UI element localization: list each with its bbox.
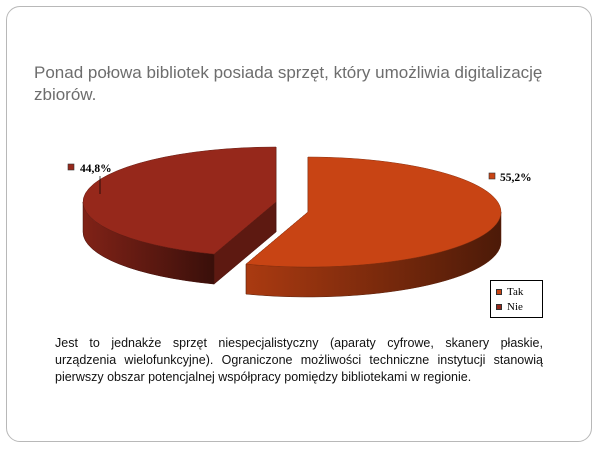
pie-slice-nie xyxy=(82,146,277,285)
legend-label-nie: Nie xyxy=(507,300,523,313)
legend-swatch-tak xyxy=(496,288,502,295)
data-label-swatch-nie xyxy=(67,163,75,171)
legend-label-tak: Tak xyxy=(507,285,524,298)
chart-legend: Tak Nie xyxy=(490,280,543,318)
pie-slice-tak xyxy=(245,156,502,298)
slide-title: Ponad połowa bibliotek posiada sprzęt, k… xyxy=(34,63,543,104)
slice-top-face xyxy=(245,156,502,268)
legend-item-nie: Nie xyxy=(496,299,542,314)
data-label-nie: 44,8% xyxy=(80,163,112,175)
slice-top-face xyxy=(82,146,277,255)
legend-swatch-nie xyxy=(496,303,502,310)
data-label-swatch-tak xyxy=(488,172,496,180)
legend-item-tak: Tak xyxy=(496,284,542,299)
data-label-tak: 55,2% xyxy=(500,172,532,184)
body-text: Jest to jednakże sprzęt niespecjalistycz… xyxy=(55,336,543,384)
